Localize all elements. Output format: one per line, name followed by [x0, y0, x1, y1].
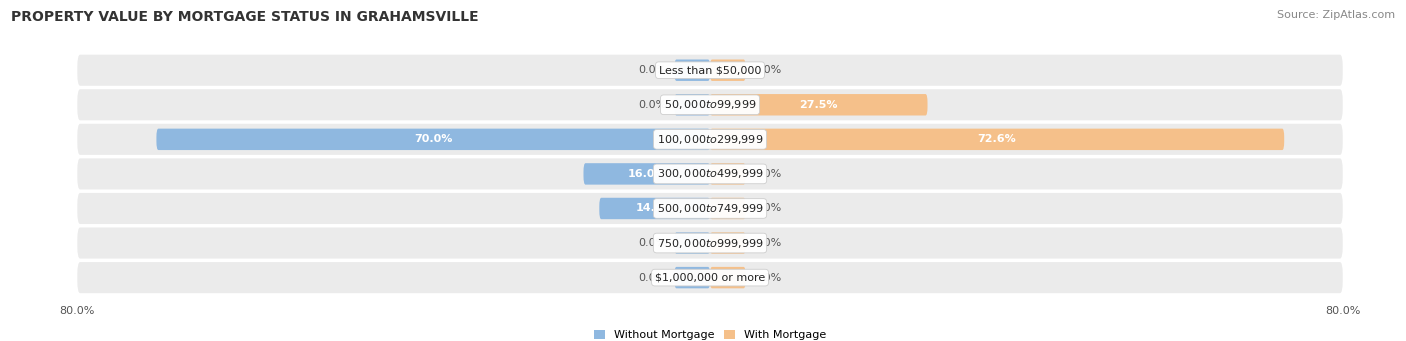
FancyBboxPatch shape	[599, 198, 710, 219]
FancyBboxPatch shape	[675, 232, 710, 254]
FancyBboxPatch shape	[156, 129, 710, 150]
FancyBboxPatch shape	[77, 193, 1343, 224]
Text: 27.5%: 27.5%	[800, 100, 838, 110]
Text: 14.0%: 14.0%	[636, 204, 673, 213]
FancyBboxPatch shape	[710, 94, 928, 116]
Text: 0.0%: 0.0%	[638, 238, 666, 248]
Text: 0.0%: 0.0%	[754, 169, 782, 179]
Text: $100,000 to $299,999: $100,000 to $299,999	[657, 133, 763, 146]
FancyBboxPatch shape	[77, 89, 1343, 120]
FancyBboxPatch shape	[77, 227, 1343, 258]
FancyBboxPatch shape	[77, 262, 1343, 293]
Legend: Without Mortgage, With Mortgage: Without Mortgage, With Mortgage	[595, 329, 825, 340]
FancyBboxPatch shape	[710, 129, 1284, 150]
FancyBboxPatch shape	[77, 158, 1343, 190]
Text: 0.0%: 0.0%	[754, 238, 782, 248]
FancyBboxPatch shape	[710, 163, 745, 184]
FancyBboxPatch shape	[77, 55, 1343, 86]
FancyBboxPatch shape	[710, 232, 745, 254]
FancyBboxPatch shape	[675, 267, 710, 288]
FancyBboxPatch shape	[675, 59, 710, 81]
Text: 16.0%: 16.0%	[627, 169, 666, 179]
FancyBboxPatch shape	[710, 59, 745, 81]
Text: Source: ZipAtlas.com: Source: ZipAtlas.com	[1277, 10, 1395, 20]
FancyBboxPatch shape	[675, 94, 710, 116]
Text: 0.0%: 0.0%	[638, 65, 666, 75]
Text: 0.0%: 0.0%	[638, 272, 666, 283]
Text: 0.0%: 0.0%	[754, 272, 782, 283]
FancyBboxPatch shape	[77, 124, 1343, 155]
Text: $50,000 to $99,999: $50,000 to $99,999	[664, 98, 756, 111]
Text: 70.0%: 70.0%	[413, 134, 453, 144]
FancyBboxPatch shape	[710, 267, 745, 288]
Text: $750,000 to $999,999: $750,000 to $999,999	[657, 237, 763, 250]
Text: PROPERTY VALUE BY MORTGAGE STATUS IN GRAHAMSVILLE: PROPERTY VALUE BY MORTGAGE STATUS IN GRA…	[11, 10, 479, 24]
FancyBboxPatch shape	[583, 163, 710, 184]
Text: 72.6%: 72.6%	[977, 134, 1017, 144]
Text: 0.0%: 0.0%	[754, 65, 782, 75]
FancyBboxPatch shape	[710, 198, 745, 219]
Text: $300,000 to $499,999: $300,000 to $499,999	[657, 167, 763, 180]
Text: $1,000,000 or more: $1,000,000 or more	[655, 272, 765, 283]
Text: 0.0%: 0.0%	[638, 100, 666, 110]
Text: 0.0%: 0.0%	[754, 204, 782, 213]
Text: Less than $50,000: Less than $50,000	[659, 65, 761, 75]
Text: $500,000 to $749,999: $500,000 to $749,999	[657, 202, 763, 215]
